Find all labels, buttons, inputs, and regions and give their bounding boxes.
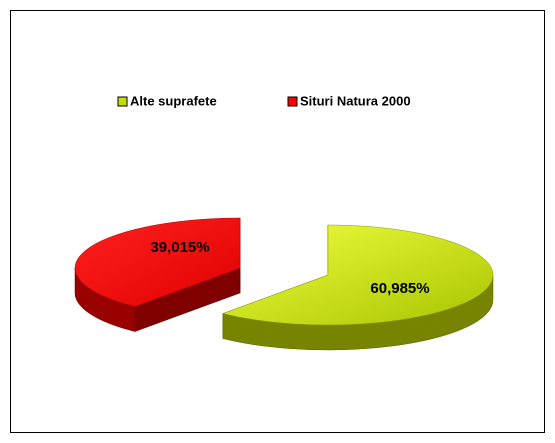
legend-swatch [287, 96, 298, 107]
data-label: 60,985% [370, 280, 429, 297]
data-label: 39,015% [150, 239, 209, 256]
legend-label: Situri Natura 2000 [300, 93, 411, 108]
chart-border [10, 10, 545, 433]
legend-label: Alte suprafete [130, 93, 217, 108]
legend-swatch [117, 96, 128, 107]
slice-top [74, 217, 241, 307]
slice-top [222, 224, 494, 326]
pie-slice [74, 217, 241, 332]
pie-slice [222, 224, 494, 351]
